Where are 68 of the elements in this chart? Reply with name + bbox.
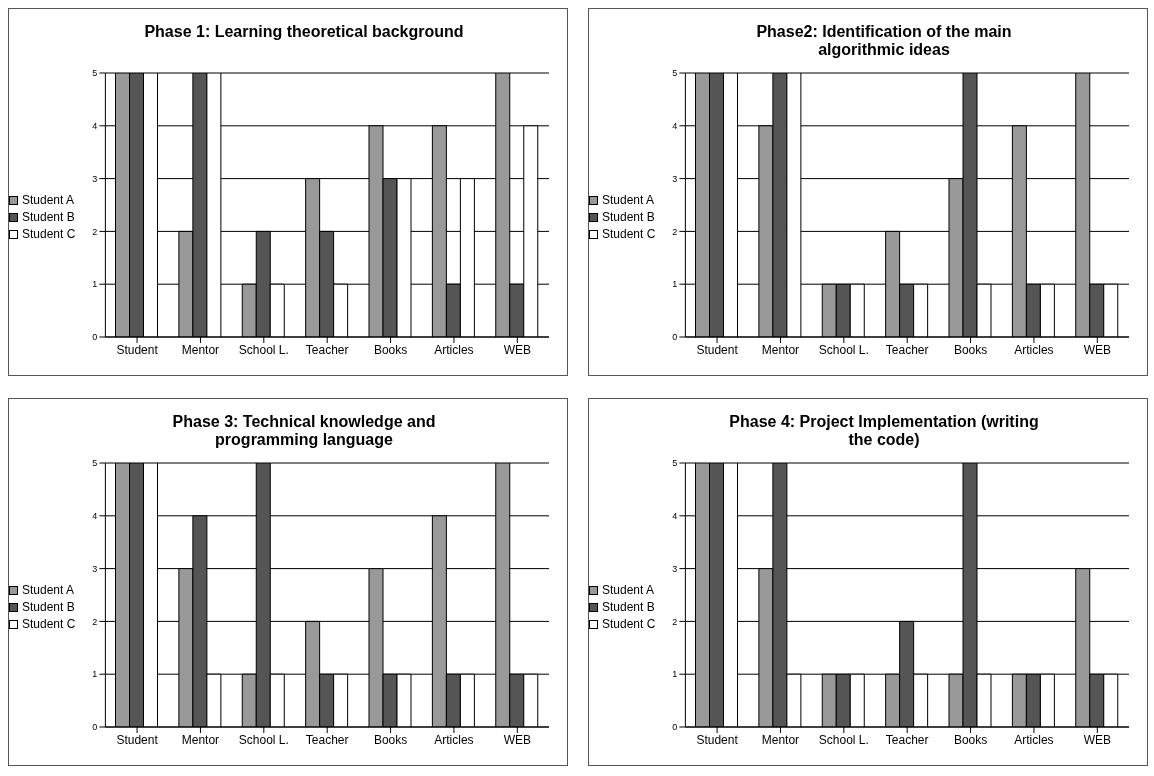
x-tick-label: Articles bbox=[1014, 342, 1054, 357]
y-tick-label: 2 bbox=[672, 616, 678, 627]
y-tick-label: 0 bbox=[92, 332, 98, 343]
y-tick-label: 4 bbox=[672, 120, 678, 131]
legend-label: Student A bbox=[22, 583, 75, 597]
x-tick-label: Books bbox=[373, 342, 408, 357]
legend-label: Student C bbox=[602, 617, 656, 631]
y-tick-label: 4 bbox=[92, 120, 98, 131]
x-tick-label: Student bbox=[696, 732, 739, 747]
x-tick-label: Articles bbox=[434, 342, 474, 357]
x-tick-label: Mentor bbox=[761, 732, 800, 747]
y-tick-label: 2 bbox=[92, 616, 98, 627]
x-tick-label: Teacher bbox=[885, 732, 929, 747]
y-tick-label: 3 bbox=[672, 173, 678, 184]
y-tick-label: 2 bbox=[92, 226, 98, 237]
x-tick-label: Student bbox=[116, 342, 159, 357]
x-tick-label: Books bbox=[953, 732, 988, 747]
y-tick-label: 5 bbox=[672, 68, 678, 79]
x-tick-label: WEB bbox=[1083, 342, 1111, 357]
legend-label: Student B bbox=[602, 210, 655, 224]
chart-title: Phase 4: Project Implementation (writing the code) bbox=[728, 413, 1040, 450]
y-tick-label: 4 bbox=[92, 510, 98, 521]
legend-label: Student C bbox=[22, 617, 76, 631]
x-tick-label: Mentor bbox=[181, 732, 220, 747]
x-tick-label: Articles bbox=[434, 732, 474, 747]
x-tick-label: Student bbox=[116, 732, 159, 747]
y-tick-label: 3 bbox=[92, 173, 98, 184]
legend-label: Student C bbox=[22, 227, 76, 241]
y-tick-label: 5 bbox=[92, 68, 98, 79]
x-tick-label: Teacher bbox=[885, 342, 929, 357]
legend-label: Student B bbox=[22, 600, 75, 614]
legend-label: Student B bbox=[22, 210, 75, 224]
x-tick-label: School L. bbox=[238, 732, 289, 747]
x-tick-label: Mentor bbox=[181, 342, 220, 357]
y-tick-label: 1 bbox=[672, 279, 678, 290]
x-tick-label: Books bbox=[373, 732, 408, 747]
x-tick-label: Student bbox=[696, 342, 739, 357]
x-tick-label: Mentor bbox=[761, 342, 800, 357]
legend-label: Student A bbox=[602, 583, 655, 597]
chart-title: Phase2: Identification of the main algorithmic ideas bbox=[755, 23, 1013, 60]
legend-label: Student B bbox=[602, 600, 655, 614]
x-tick-label: WEB bbox=[503, 732, 531, 747]
legend-label: Student A bbox=[22, 193, 75, 207]
chart-title: Phase 3: Technical knowledge and programming language bbox=[171, 413, 437, 450]
legend-label: Student C bbox=[602, 227, 656, 241]
y-tick-label: 3 bbox=[92, 563, 98, 574]
y-tick-label: 2 bbox=[672, 226, 678, 237]
y-tick-label: 5 bbox=[92, 458, 98, 469]
x-tick-label: School L. bbox=[818, 342, 869, 357]
x-tick-label: WEB bbox=[503, 342, 531, 357]
y-tick-label: 3 bbox=[672, 563, 678, 574]
y-tick-label: 0 bbox=[672, 722, 678, 733]
y-tick-label: 5 bbox=[672, 458, 678, 469]
x-tick-label: Teacher bbox=[305, 342, 349, 357]
y-tick-label: 4 bbox=[672, 510, 678, 521]
chart-title: Phase 1: Learning theoretical background bbox=[143, 23, 465, 42]
legend-label: Student A bbox=[602, 193, 655, 207]
y-tick-label: 0 bbox=[672, 332, 678, 343]
y-tick-label: 1 bbox=[92, 279, 98, 290]
y-tick-label: 0 bbox=[92, 722, 98, 733]
y-tick-label: 1 bbox=[92, 669, 98, 680]
x-tick-label: Teacher bbox=[305, 732, 349, 747]
x-tick-label: Books bbox=[953, 342, 988, 357]
x-tick-label: Articles bbox=[1014, 732, 1054, 747]
x-tick-label: School L. bbox=[238, 342, 289, 357]
y-tick-label: 1 bbox=[672, 669, 678, 680]
x-tick-label: School L. bbox=[818, 732, 869, 747]
x-tick-label: WEB bbox=[1083, 732, 1111, 747]
